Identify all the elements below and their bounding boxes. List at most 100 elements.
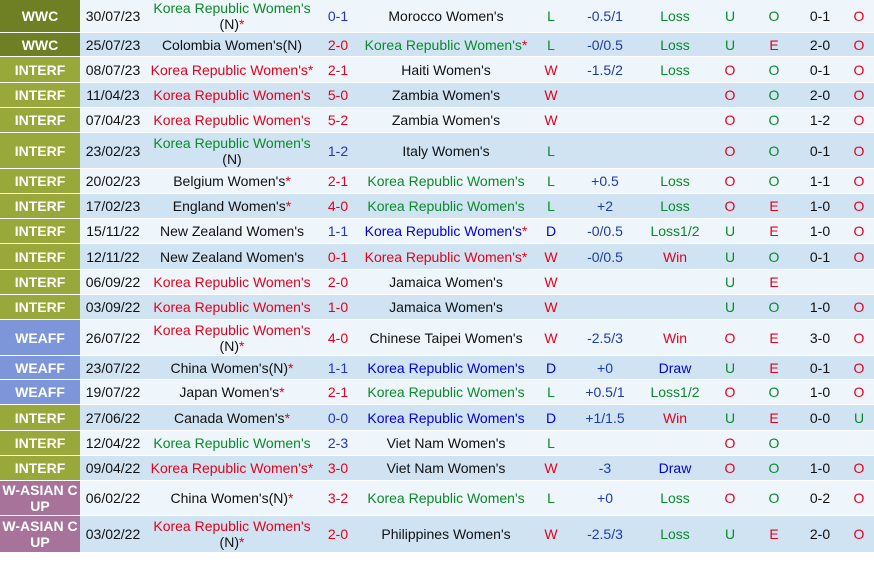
away-team-name[interactable]: Korea Republic Women's <box>364 248 522 265</box>
competition-label[interactable]: INTERF <box>0 82 80 108</box>
handicap-value <box>568 107 642 133</box>
away-team-name[interactable]: Morocco Women's <box>388 8 504 24</box>
home-team-name[interactable]: Korea Republic Women's <box>153 299 311 315</box>
half-time-over-under: O <box>844 107 874 133</box>
home-team-name[interactable]: China Women's(N) <box>170 359 289 376</box>
competition-label[interactable]: WWC <box>0 32 80 57</box>
home-team-cell: Korea Republic Women's <box>146 82 318 108</box>
home-team-name[interactable]: Korea Republic Women's <box>153 274 311 290</box>
away-team-name[interactable]: Korea Republic Women's <box>367 409 525 426</box>
match-score[interactable]: 2-0 <box>318 32 358 57</box>
match-score[interactable]: 2-1 <box>318 56 358 83</box>
competition-label[interactable]: WEAFF <box>0 319 80 356</box>
home-team-name[interactable]: Colombia Women's(N) <box>161 36 303 53</box>
away-team-name[interactable]: Korea Republic Women's <box>367 384 525 400</box>
match-score[interactable]: 3-2 <box>318 480 358 516</box>
home-team-name[interactable]: Korea Republic Women's <box>150 460 308 476</box>
home-team-name[interactable]: Korea Republic Women's <box>153 0 311 16</box>
match-score[interactable]: 4-0 <box>318 193 358 219</box>
handicap-result: Win <box>642 243 708 270</box>
away-team-name[interactable]: Korea Republic Women's <box>367 490 525 506</box>
home-team-name[interactable]: Canada Women's <box>173 409 285 426</box>
half-time-score: 1-1 <box>796 168 844 194</box>
home-team-name[interactable]: Korea Republic Women's <box>153 112 311 128</box>
away-team-name[interactable]: Korea Republic Women's <box>364 223 522 239</box>
competition-label[interactable]: WEAFF <box>0 355 80 380</box>
match-score[interactable]: 3-0 <box>318 455 358 481</box>
competition-label[interactable]: INTERF <box>0 56 80 83</box>
away-team-name[interactable]: Jamaica Women's <box>389 274 503 290</box>
home-team-cell: Korea Republic Women's (N)* <box>146 515 318 553</box>
competition-label[interactable]: INTERF <box>0 107 80 133</box>
half-time-over-under: O <box>844 319 874 356</box>
odd-even: O <box>752 82 796 108</box>
home-team-name[interactable]: Korea Republic Women's <box>153 87 311 103</box>
away-team-cell: Haiti Women's <box>358 56 534 83</box>
match-score[interactable]: 2-1 <box>318 379 358 405</box>
home-team-name[interactable]: China Women's(N) <box>170 490 289 506</box>
handicap-value <box>568 269 642 295</box>
over-under: U <box>708 355 752 380</box>
match-score[interactable]: 0-1 <box>318 243 358 270</box>
match-score[interactable]: 1-1 <box>318 355 358 380</box>
match-score[interactable]: 4-0 <box>318 319 358 356</box>
away-team-name[interactable]: Italy Women's <box>402 142 490 159</box>
half-time-score: 2-0 <box>796 32 844 57</box>
match-score[interactable]: 1-0 <box>318 294 358 320</box>
home-team-name[interactable]: New Zealand Women's <box>159 223 305 239</box>
away-team-name[interactable]: Haiti Women's <box>401 61 491 78</box>
match-score[interactable]: 5-2 <box>318 107 358 133</box>
competition-label[interactable]: W-ASIAN C UP <box>0 515 80 553</box>
home-team-name[interactable]: Korea Republic Women's <box>153 321 311 338</box>
away-team-name[interactable]: Jamaica Women's <box>389 299 503 315</box>
match-score[interactable]: 1-1 <box>318 218 358 244</box>
competition-label[interactable]: INTERF <box>0 430 80 456</box>
home-team-name[interactable]: Japan Women's <box>179 384 280 400</box>
half-time-score: 1-0 <box>796 294 844 320</box>
match-score[interactable]: 0-0 <box>318 404 358 431</box>
home-team-name[interactable]: Korea Republic Women's <box>153 134 311 151</box>
home-team-name[interactable]: Korea Republic Women's <box>150 61 308 78</box>
competition-label[interactable]: INTERF <box>0 168 80 194</box>
away-team-name[interactable]: Viet Nam Women's <box>386 435 506 451</box>
home-team-name[interactable]: England Women's <box>172 198 286 214</box>
competition-label[interactable]: WWC <box>0 0 80 33</box>
match-score[interactable]: 2-0 <box>318 269 358 295</box>
home-team-name[interactable]: Korea Republic Women's <box>153 518 311 534</box>
competition-label[interactable]: INTERF <box>0 243 80 270</box>
home-team-name[interactable]: Korea Republic Women's <box>153 435 311 451</box>
away-team-name[interactable]: Zambia Women's <box>391 87 501 103</box>
match-score[interactable]: 2-0 <box>318 515 358 553</box>
away-team-name[interactable]: Chinese Taipei Women's <box>369 329 523 346</box>
competition-label[interactable]: INTERF <box>0 294 80 320</box>
handicap-value: -2.5/3 <box>568 319 642 356</box>
away-team-name[interactable]: Korea Republic Women's <box>367 359 525 376</box>
competition-label[interactable]: W-ASIAN C UP <box>0 480 80 516</box>
home-team-cell: Colombia Women's(N) <box>146 32 318 57</box>
home-star-marker: * <box>279 384 285 400</box>
match-score[interactable]: 0-1 <box>318 0 358 33</box>
away-team-name[interactable]: Korea Republic Women's <box>364 36 522 53</box>
away-team-name[interactable]: Korea Republic Women's <box>367 198 525 214</box>
competition-label[interactable]: WEAFF <box>0 379 80 405</box>
away-team-name[interactable]: Zambia Women's <box>391 112 501 128</box>
away-team-name[interactable]: Korea Republic Women's <box>367 173 525 189</box>
competition-label[interactable]: INTERF <box>0 193 80 219</box>
competition-label[interactable]: INTERF <box>0 269 80 295</box>
over-under: O <box>708 193 752 219</box>
match-score[interactable]: 2-3 <box>318 430 358 456</box>
competition-label[interactable]: INTERF <box>0 404 80 431</box>
away-team-name[interactable]: Philippines Women's <box>381 526 511 542</box>
match-row: INTERF 23/02/23 Korea Republic Women's (N) 1… <box>0 132 874 169</box>
competition-label[interactable]: INTERF <box>0 455 80 481</box>
away-team-name[interactable]: Viet Nam Women's <box>386 460 506 476</box>
match-score[interactable]: 2-1 <box>318 168 358 194</box>
handicap-value: +2 <box>568 193 642 219</box>
match-score[interactable]: 5-0 <box>318 82 358 108</box>
competition-label[interactable]: INTERF <box>0 132 80 169</box>
competition-label[interactable]: INTERF <box>0 218 80 244</box>
home-team-name[interactable]: Belgium Women's <box>173 173 286 189</box>
home-team-cell: Korea Republic Women's* <box>146 455 318 481</box>
home-team-name[interactable]: New Zealand Women's <box>159 248 305 265</box>
match-score[interactable]: 1-2 <box>318 132 358 169</box>
